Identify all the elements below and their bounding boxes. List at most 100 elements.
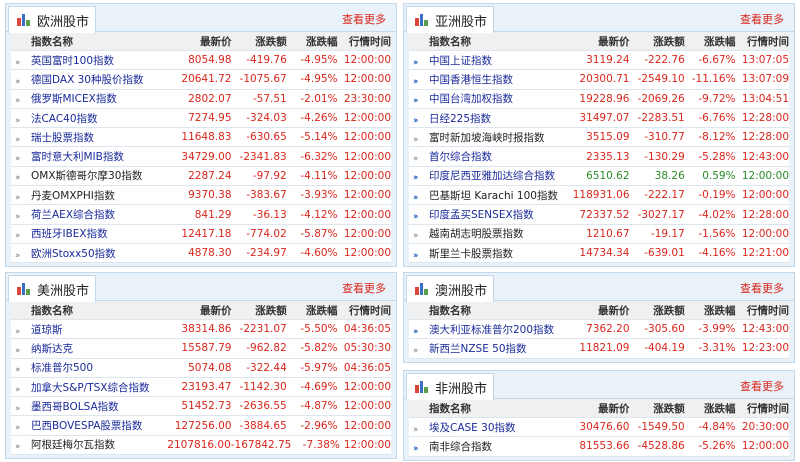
index-name-link[interactable]: 中国台湾加权指数 bbox=[429, 93, 513, 106]
view-more-link[interactable]: 查看更多 bbox=[740, 380, 784, 393]
quote-time: 12:00:00 bbox=[343, 438, 391, 451]
index-name-link[interactable]: 南非综合指数 bbox=[429, 440, 492, 453]
index-name-link[interactable]: 墨西哥BOLSA指数 bbox=[31, 400, 119, 413]
index-name-link[interactable]: 法CAC40指数 bbox=[31, 112, 98, 125]
panel-tab[interactable]: 澳洲股市 bbox=[406, 275, 494, 302]
index-name-link[interactable]: 斯里兰卡股票指数 bbox=[429, 247, 513, 260]
index-name-link[interactable]: 巴西BOVESPA股票指数 bbox=[31, 420, 143, 433]
europe-panel: 欧洲股市 查看更多 指数名称 最新价 涨跌额 涨跌幅 行情时间 ›› 英国富时100指数… bbox=[5, 3, 397, 268]
change-amount: -167842.75 bbox=[230, 438, 292, 451]
double-chevron-icon: ›› bbox=[413, 326, 419, 337]
index-name-link[interactable]: 丹麦OMXPHI指数 bbox=[31, 189, 115, 202]
table-row: ›› 荷兰AEX综合指数 841.29 -36.13 -4.12% 12:00:… bbox=[11, 205, 391, 225]
index-name-link[interactable]: 澳大利亚标准普尔200指数 bbox=[429, 323, 555, 336]
view-more-link[interactable]: 查看更多 bbox=[342, 282, 386, 295]
index-name-link[interactable]: 标准普尔500 bbox=[31, 362, 94, 375]
latest-price: 2107816.00 bbox=[167, 438, 231, 451]
table-row: ›› 越南胡志明股票指数 1210.67 -19.17 -1.56% 12:00… bbox=[409, 224, 789, 244]
quote-time: 05:30:30 bbox=[343, 342, 392, 355]
change-percent: 0.59% bbox=[702, 169, 736, 182]
double-chevron-icon: ›› bbox=[413, 57, 419, 68]
index-name-link[interactable]: 德国DAX 30种股价指数 bbox=[31, 73, 144, 86]
latest-price: 9370.38 bbox=[188, 189, 232, 202]
double-chevron-icon: ›› bbox=[15, 231, 21, 242]
view-more-link[interactable]: 查看更多 bbox=[740, 282, 784, 295]
quote-time: 04:36:05 bbox=[343, 361, 392, 374]
quote-time: 12:28:00 bbox=[741, 112, 790, 125]
latest-price: 72337.52 bbox=[579, 208, 630, 221]
table-header: 指数名称 最新价 涨跌额 涨跌幅 行情时间 bbox=[409, 301, 789, 320]
latest-price: 127256.00 bbox=[174, 419, 232, 432]
index-name-link[interactable]: 阿根廷梅尔瓦指数 bbox=[31, 439, 115, 452]
quote-time: 12:43:00 bbox=[741, 323, 790, 336]
quote-time: 12:00:00 bbox=[343, 112, 392, 125]
index-name-link[interactable]: 荷兰AEX综合指数 bbox=[31, 209, 116, 222]
table-row: ›› 中国香港恒生指数 20300.71 -2549.10 -11.16% 13… bbox=[409, 70, 790, 90]
double-chevron-icon: ›› bbox=[413, 96, 419, 107]
table-row: ›› 英国富时100指数 8054.98 -419.76 -4.95% 12:0… bbox=[11, 51, 391, 71]
column-header: 行情时间 bbox=[747, 35, 790, 48]
panel-tab[interactable]: 非洲股市 bbox=[406, 373, 494, 400]
change-amount: -36.13 bbox=[252, 208, 287, 221]
index-name-link[interactable]: OMX斯德哥尔摩30指数 bbox=[31, 170, 143, 183]
column-header: 行情时间 bbox=[747, 402, 790, 415]
panel-tab[interactable]: 欧洲股市 bbox=[8, 6, 96, 33]
index-name-link[interactable]: 瑞士股票指数 bbox=[31, 131, 94, 144]
index-name-link[interactable]: 新西兰NZSE 50指数 bbox=[429, 342, 527, 355]
change-amount: -130.29 bbox=[644, 150, 685, 163]
index-name-link[interactable]: 俄罗斯MICEX指数 bbox=[31, 93, 117, 106]
index-name-link[interactable]: 富时新加坡海峡时报指数 bbox=[429, 131, 545, 144]
index-name-link[interactable]: 日经225指数 bbox=[429, 112, 492, 125]
double-chevron-icon: ›› bbox=[15, 345, 21, 356]
index-name-link[interactable]: 印度孟买SENSEX指数 bbox=[429, 209, 534, 222]
panel-tab[interactable]: 美洲股市 bbox=[8, 275, 96, 302]
change-amount: -419.76 bbox=[246, 54, 287, 67]
view-more-link[interactable]: 查看更多 bbox=[342, 13, 386, 26]
quote-time: 12:00:00 bbox=[343, 419, 392, 432]
change-amount: -222.17 bbox=[644, 189, 685, 202]
view-more-link[interactable]: 查看更多 bbox=[740, 13, 784, 26]
double-chevron-icon: ›› bbox=[15, 212, 21, 223]
panel-tab[interactable]: 亚洲股市 bbox=[406, 6, 494, 33]
table-row: ›› 阿根廷梅尔瓦指数 2107816.00 -167842.75 -7.38%… bbox=[11, 435, 391, 456]
column-header: 涨跌幅 bbox=[704, 402, 736, 415]
index-name-link[interactable]: 欧洲Stoxx50指数 bbox=[31, 247, 116, 260]
quote-time: 12:00:00 bbox=[343, 227, 392, 240]
index-name-link[interactable]: 西班牙IBEX指数 bbox=[31, 228, 108, 241]
panel-header: 非洲股市 查看更多 bbox=[404, 371, 794, 400]
column-header: 涨跌幅 bbox=[306, 304, 338, 317]
index-name-link[interactable]: 印度尼西亚雅加达综合指数 bbox=[429, 170, 555, 183]
change-percent: -5.14% bbox=[300, 131, 338, 144]
index-name-link[interactable]: 英国富时100指数 bbox=[31, 54, 115, 67]
table-row: ›› 西班牙IBEX指数 12417.18 -774.02 -5.87% 12:… bbox=[11, 224, 392, 244]
index-name-link[interactable]: 埃及CASE 30指数 bbox=[429, 421, 516, 434]
index-name-link[interactable]: 首尔综合指数 bbox=[429, 151, 492, 164]
quote-time: 12:00:00 bbox=[343, 73, 392, 86]
index-name-link[interactable]: 越南胡志明股票指数 bbox=[429, 228, 524, 241]
index-name-link[interactable]: 加拿大S&P/TSX综合指数 bbox=[31, 381, 150, 394]
index-name-link[interactable]: 纳斯达克 bbox=[31, 342, 73, 355]
double-chevron-icon: ›› bbox=[413, 76, 419, 87]
change-percent: -4.26% bbox=[300, 112, 338, 125]
double-chevron-icon: ›› bbox=[15, 154, 21, 165]
index-name-link[interactable]: 中国上证指数 bbox=[429, 54, 492, 67]
index-name-link[interactable]: 富时意大利MIB指数 bbox=[31, 151, 124, 164]
index-name-link[interactable]: 中国香港恒生指数 bbox=[429, 73, 513, 86]
index-name-link[interactable]: 道琼斯 bbox=[31, 323, 63, 336]
change-amount: -404.19 bbox=[644, 342, 685, 355]
change-amount: -97.92 bbox=[252, 169, 287, 182]
latest-price: 19228.96 bbox=[579, 92, 630, 105]
double-chevron-icon: ›› bbox=[413, 231, 419, 242]
panel-title: 欧洲股市 bbox=[37, 14, 90, 30]
change-amount: -3027.17 bbox=[637, 208, 685, 221]
quote-time: 13:07:09 bbox=[741, 73, 790, 86]
index-name-link[interactable]: 巴基斯坦 Karachi 100指数 bbox=[429, 189, 558, 202]
table-row: ›› OMX斯德哥尔摩30指数 2287.24 -97.92 -4.11% 12… bbox=[11, 166, 391, 187]
change-percent: -3.93% bbox=[300, 189, 338, 202]
latest-price: 2335.13 bbox=[586, 150, 630, 163]
quote-time: 12:21:00 bbox=[741, 247, 790, 260]
table-row: ›› 丹麦OMXPHI指数 9370.38 -383.67 -3.93% 12:… bbox=[11, 186, 391, 206]
change-amount: -2341.83 bbox=[239, 150, 287, 163]
latest-price: 7274.95 bbox=[188, 112, 232, 125]
change-percent: -4.60% bbox=[300, 247, 338, 260]
